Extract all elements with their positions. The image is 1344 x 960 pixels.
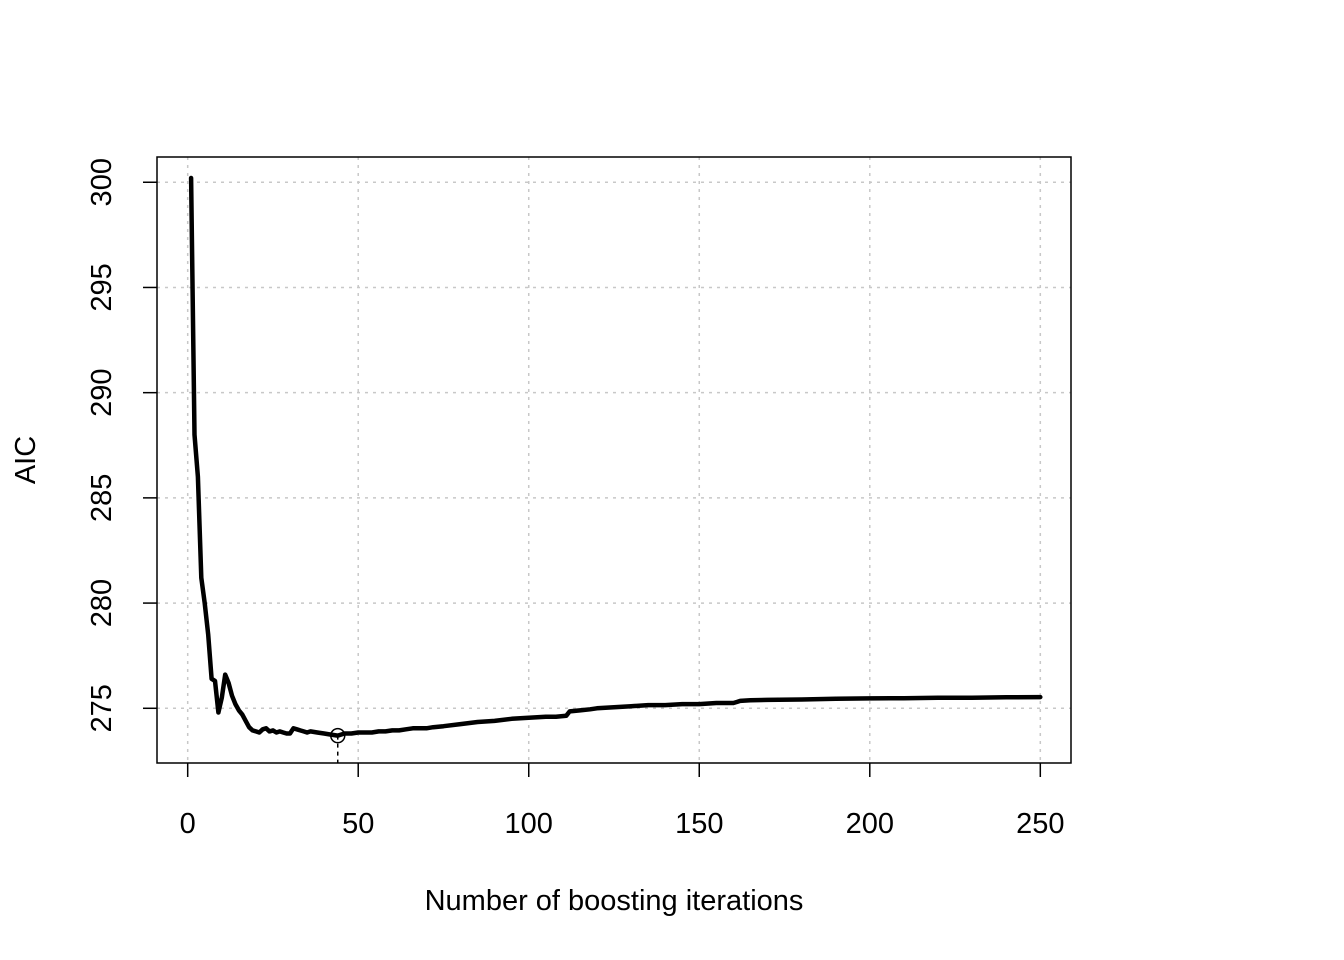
aic-series-line [188,175,1043,738]
x-tick-label: 250 [1016,808,1064,840]
y-tick-label: 290 [86,368,118,416]
x-tick-label: 0 [180,808,196,840]
y-axis-label: AIC [10,436,42,484]
x-axis: 0 50 100 150 200 250 [180,763,1065,840]
grid-lines [157,157,1071,763]
y-tick-label: 275 [86,684,118,732]
x-tick-label: 100 [505,808,553,840]
minimum-marker [330,727,346,763]
y-tick-label: 285 [86,474,118,522]
x-tick-label: 150 [675,808,723,840]
y-tick-label: 280 [86,579,118,627]
x-axis-label: Number of boosting iterations [425,885,804,917]
x-tick-label: 200 [846,808,894,840]
plot-frame [156,156,1072,764]
y-tick-label: 300 [86,158,118,206]
x-tick-label: 50 [342,808,374,840]
y-axis: 275 280 285 290 295 300 [86,158,157,732]
minimum-point [330,727,346,744]
y-tick-label: 295 [86,263,118,311]
